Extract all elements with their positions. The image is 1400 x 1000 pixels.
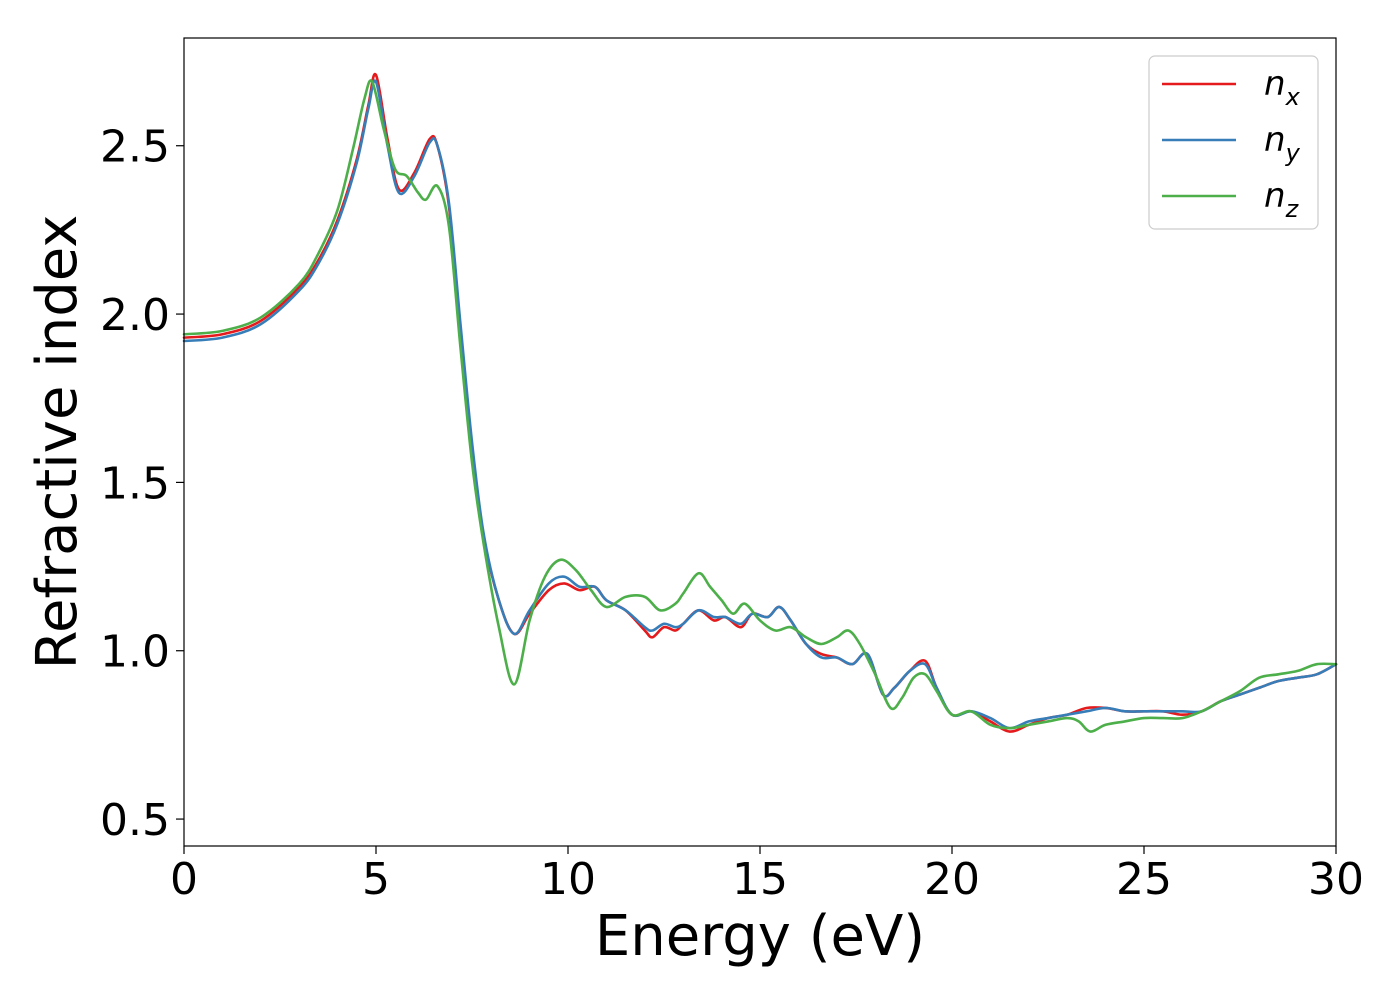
y-axis-label: Refractive index	[25, 215, 90, 670]
x-tick-label: 0	[170, 854, 198, 905]
x-tick-label: 10	[540, 854, 596, 905]
y-tick-label: 1.0	[100, 627, 170, 678]
legend-label-y: ny	[1264, 120, 1301, 167]
x-tick-label: 25	[1116, 854, 1172, 905]
series-layer	[182, 72, 1338, 733]
x-tick-label: 5	[362, 854, 390, 905]
y-tick-label: 1.5	[100, 458, 170, 509]
series-line-y	[182, 79, 1338, 730]
x-axis-label: Energy (eV)	[595, 904, 925, 969]
x-tick-label: 20	[924, 854, 980, 905]
x-tick-label: 15	[732, 854, 788, 905]
legend-label-x: nx	[1264, 64, 1301, 111]
series-line-z	[182, 79, 1338, 733]
legend-box	[1148, 55, 1319, 230]
y-tick-label: 0.5	[100, 795, 170, 846]
y-tick-label: 2.0	[100, 290, 170, 341]
x-axis-ticks: 0 5 10 15 20 25 30	[170, 846, 1364, 905]
y-axis-ticks: 0.5 1.0 1.5 2.0 2.5	[100, 122, 184, 846]
y-tick-label: 2.5	[100, 122, 170, 173]
x-tick-label: 30	[1308, 854, 1364, 905]
